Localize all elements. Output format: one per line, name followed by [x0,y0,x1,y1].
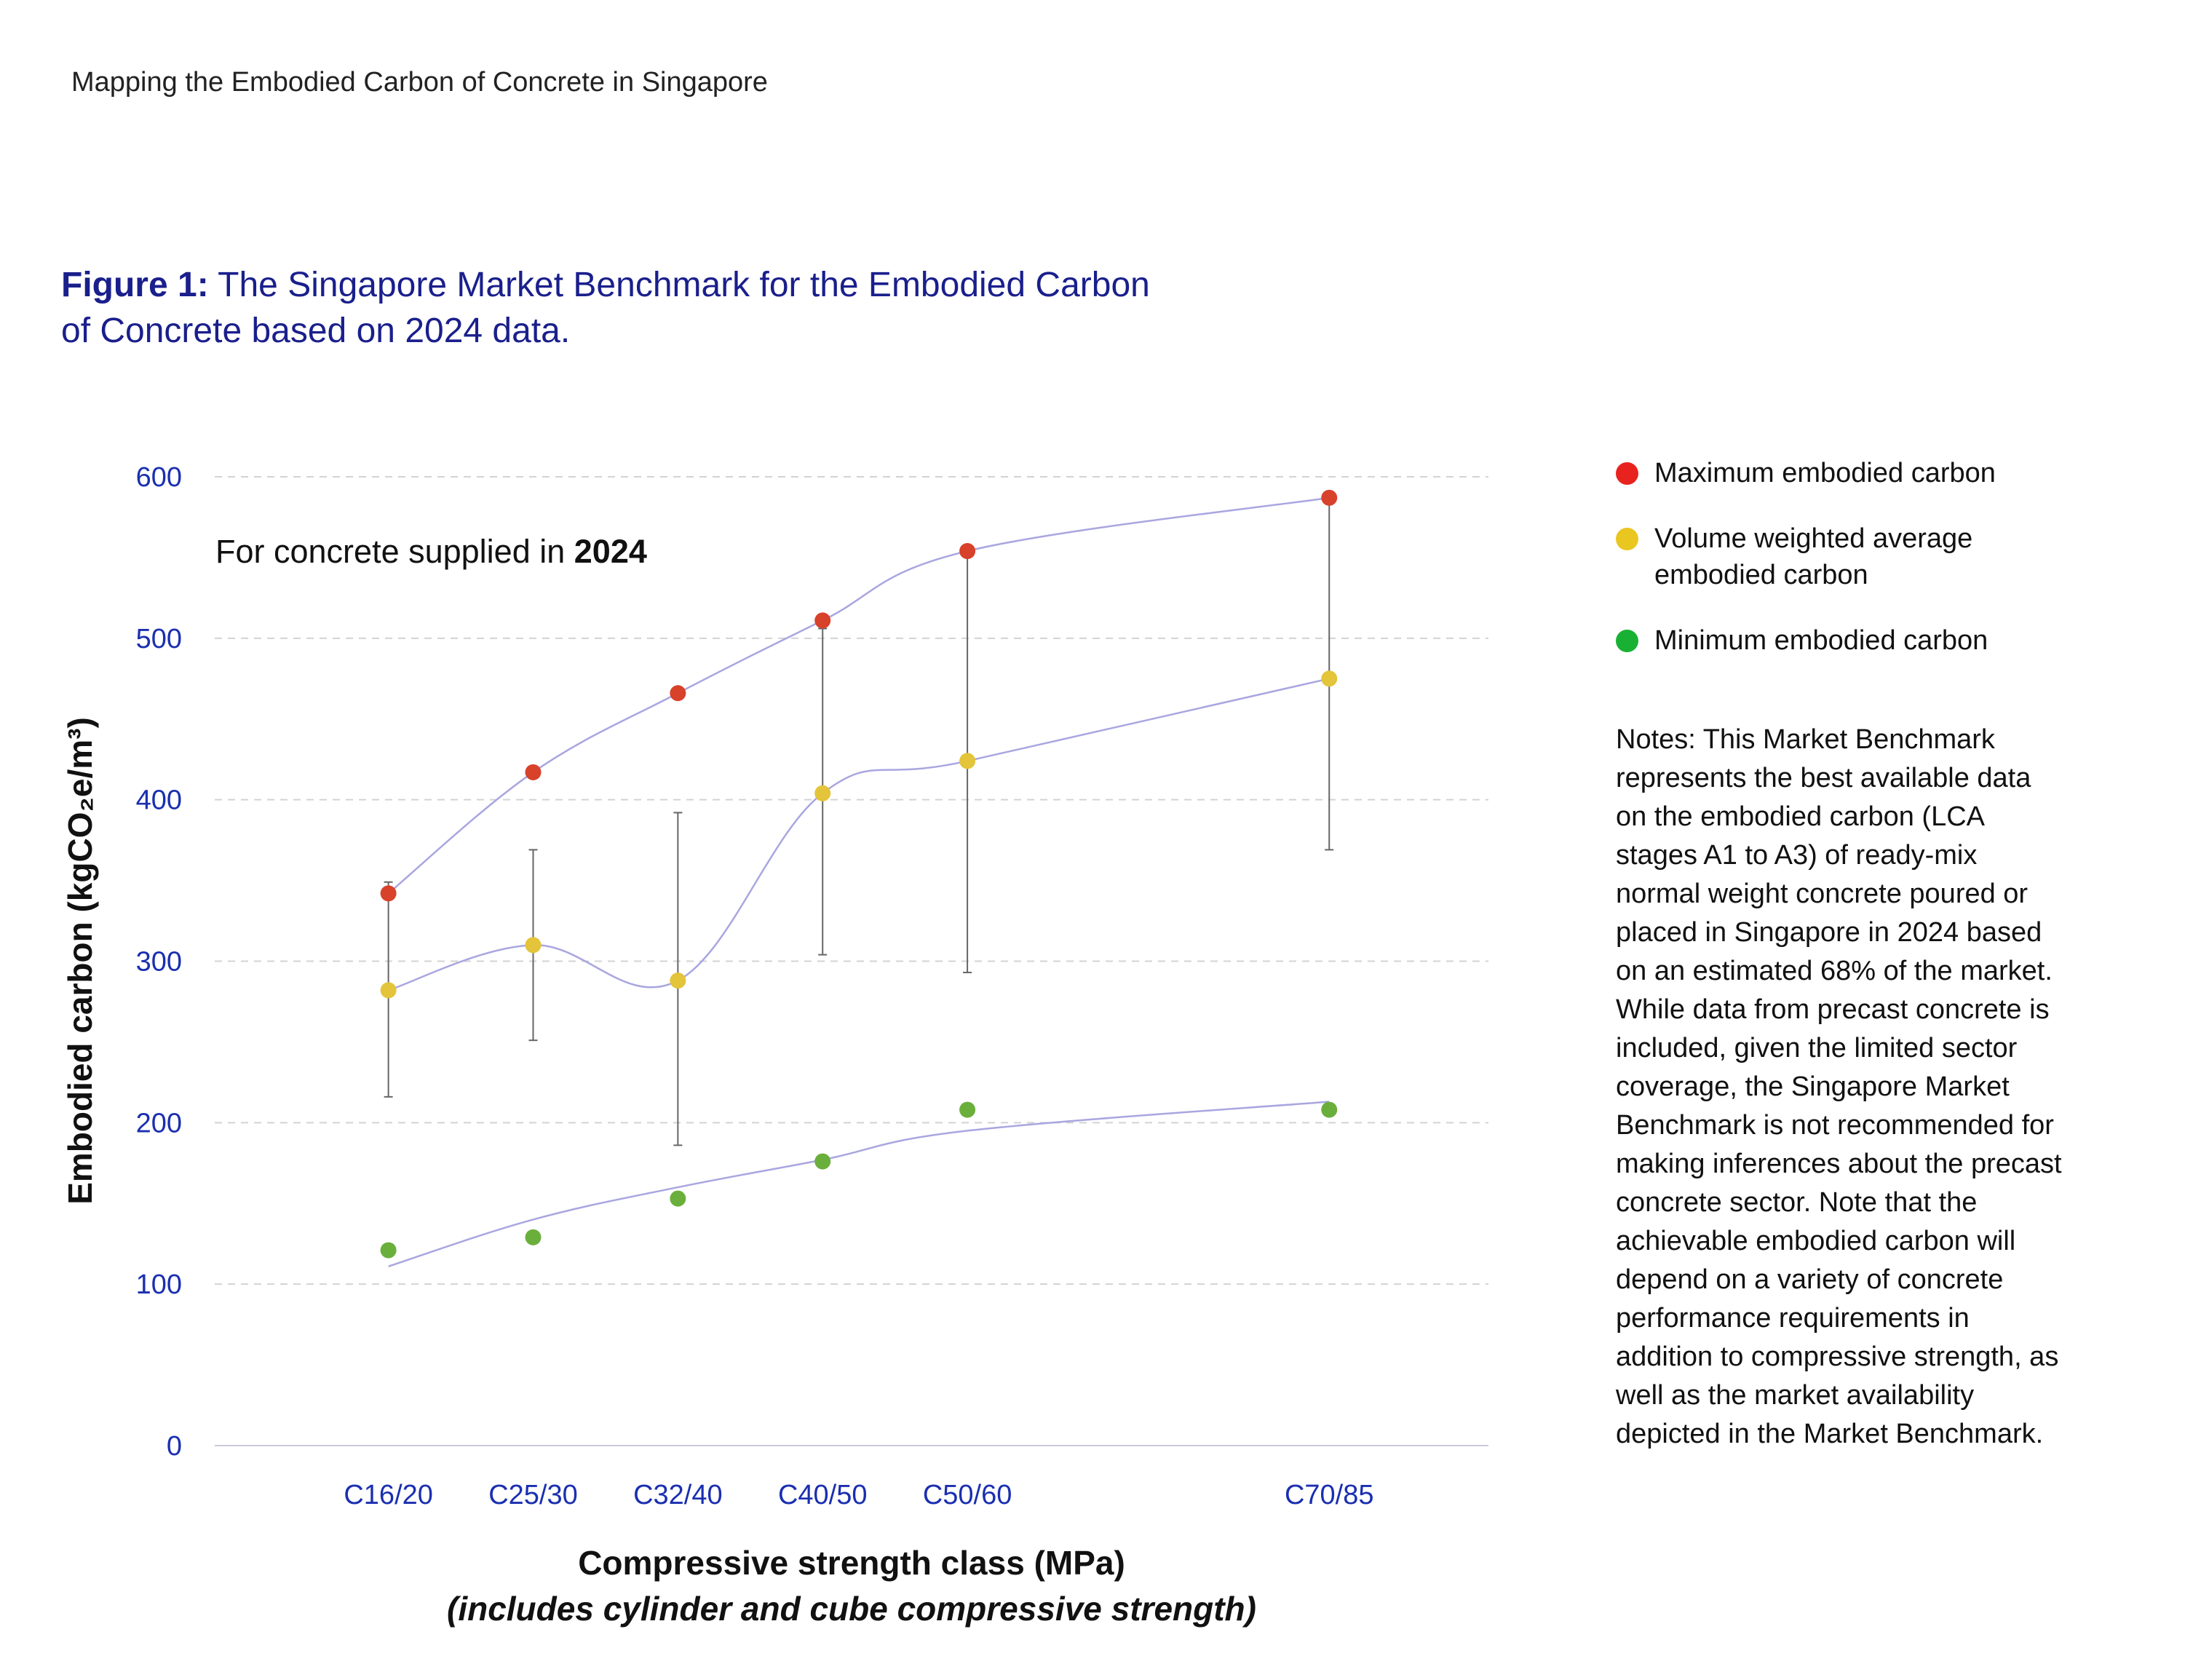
figure-title: Figure 1: The Singapore Market Benchmark… [61,262,1255,354]
legend-item-min: Minimum embodied carbon [1616,622,2125,659]
min-point [1321,1101,1338,1118]
trend-line [388,1101,1330,1267]
max-point [1321,489,1338,506]
min-point [959,1101,976,1118]
trend-line [387,496,1330,895]
average-point [380,982,397,999]
x-tick-label: C16/20 [344,1480,433,1510]
x-tick-label: C32/40 [633,1480,723,1510]
y-tick-label: 300 [136,947,182,978]
legend: Maximum embodied carbon Volume weighted … [1616,455,2125,688]
notes-text: Notes: This Market Benchmark represents … [1616,724,2062,1449]
legend-label-max: Maximum embodied carbon [1654,458,1996,488]
average-point [670,972,686,989]
y-tick-label: 600 [136,462,182,493]
legend-dot-max [1616,462,1638,485]
max-point [959,543,976,560]
figure-label: Figure 1: [61,266,209,304]
average-point [959,753,976,769]
figure-caption-line2: of Concrete based on 2024 data. [61,312,571,350]
min-point [814,1153,831,1170]
average-point [525,937,542,954]
y-tick-label: 200 [136,1108,182,1138]
legend-label-average: Volume weighted average embodied carbon [1654,523,1973,590]
average-point [1321,670,1338,687]
y-tick-label: 100 [136,1269,182,1300]
x-tick-label: C25/30 [488,1480,578,1510]
chart-annotation: For concrete supplied in 2024 [215,533,647,571]
average-point [814,785,831,801]
legend-item-max: Maximum embodied carbon [1616,455,2125,491]
legend-dot-average [1616,528,1638,550]
min-point [525,1229,542,1245]
annotation-prefix: For concrete supplied in [215,533,574,570]
legend-dot-min [1616,630,1638,652]
y-tick-label: 500 [136,624,182,654]
y-tick-label: 0 [167,1431,182,1462]
max-point [380,885,397,902]
x-axis-label: Compressive strength class (MPa) [578,1544,1125,1582]
x-tick-label: C50/60 [923,1480,1012,1510]
max-point [525,764,542,780]
legend-item-average: Volume weighted average embodied carbon [1616,520,2125,593]
min-point [380,1242,397,1259]
x-axis-sublabel: (includes cylinder and cube compressive … [447,1590,1256,1628]
annotation-year: 2024 [574,533,647,570]
legend-label-min: Minimum embodied carbon [1654,625,1988,656]
figure-caption-line1: The Singapore Market Benchmark for the E… [218,266,1150,304]
x-tick-label: C40/50 [778,1480,868,1510]
document-header: Mapping the Embodied Carbon of Concrete … [71,67,768,98]
max-point [670,685,686,702]
x-tick-label: C70/85 [1285,1480,1374,1510]
max-point [814,612,831,629]
min-point [670,1190,686,1207]
y-tick-label: 400 [136,785,182,816]
y-axis-label: Embodied carbon (kgCO₂e/m³) [61,717,99,1205]
